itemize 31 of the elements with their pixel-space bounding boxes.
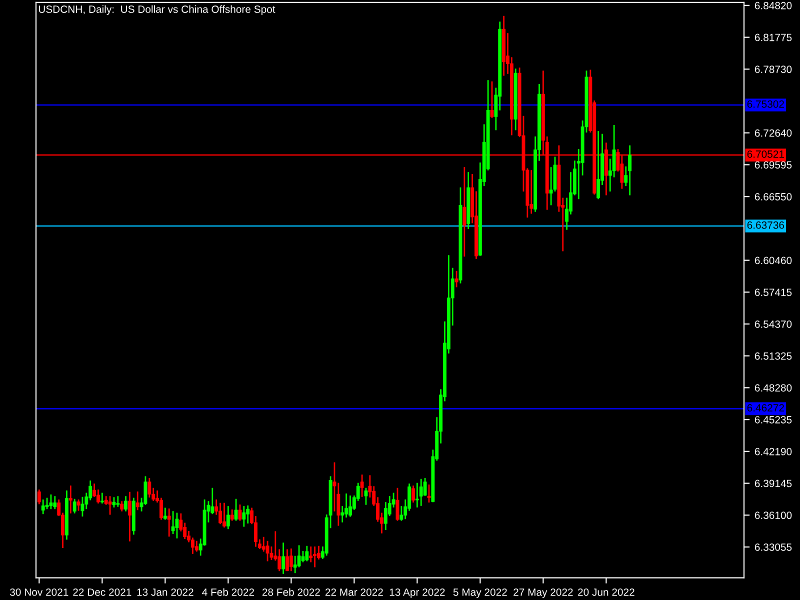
ref-line-label: 6.63736	[747, 221, 784, 229]
x-tick-label: 20 Jun 2022	[578, 588, 634, 596]
text: 6.78730	[754, 66, 792, 74]
text: 6.69595	[754, 161, 792, 169]
text: 6.57415	[754, 288, 792, 296]
text: 6.81775	[754, 34, 792, 42]
x-tick-label: 22 Mar 2022	[325, 588, 383, 596]
text: 6.51325	[754, 352, 792, 360]
text: 6.66550	[754, 193, 792, 200]
x-tick-label: 28 Feb 2022	[262, 588, 320, 596]
text: 6.54370	[754, 320, 792, 328]
text: 6.42190	[754, 448, 792, 456]
text: 6.72640	[754, 129, 792, 137]
ref-line-label: 6.46272	[747, 404, 784, 412]
text: 6.33055	[754, 543, 792, 551]
ref-line-label: 6.75302	[747, 100, 784, 108]
text: 6.48280	[754, 384, 792, 392]
x-tick-label: 13 Apr 2022	[390, 588, 445, 598]
ref-line-label: 6.70521	[747, 150, 784, 158]
x-tick-label: 5 May 2022	[453, 588, 507, 598]
chart-title: USDCNH, Daily: US Dollar vs China Offshore Spot	[38, 5, 276, 15]
text: 6.84820	[754, 2, 792, 10]
x-tick-label: 4 Feb 2022	[202, 588, 254, 596]
text: 6.60460	[754, 256, 792, 264]
text: 6.36100	[754, 512, 792, 520]
x-tick-label: 22 Dec 2021	[73, 588, 132, 596]
x-tick-label: 13 Jan 2022	[137, 588, 194, 596]
x-tick-label: 27 May 2022	[514, 588, 573, 598]
text: 6.39145	[754, 480, 792, 488]
text: 6.45235	[754, 416, 792, 424]
x-tick-label: 30 Nov 2021	[10, 588, 68, 596]
